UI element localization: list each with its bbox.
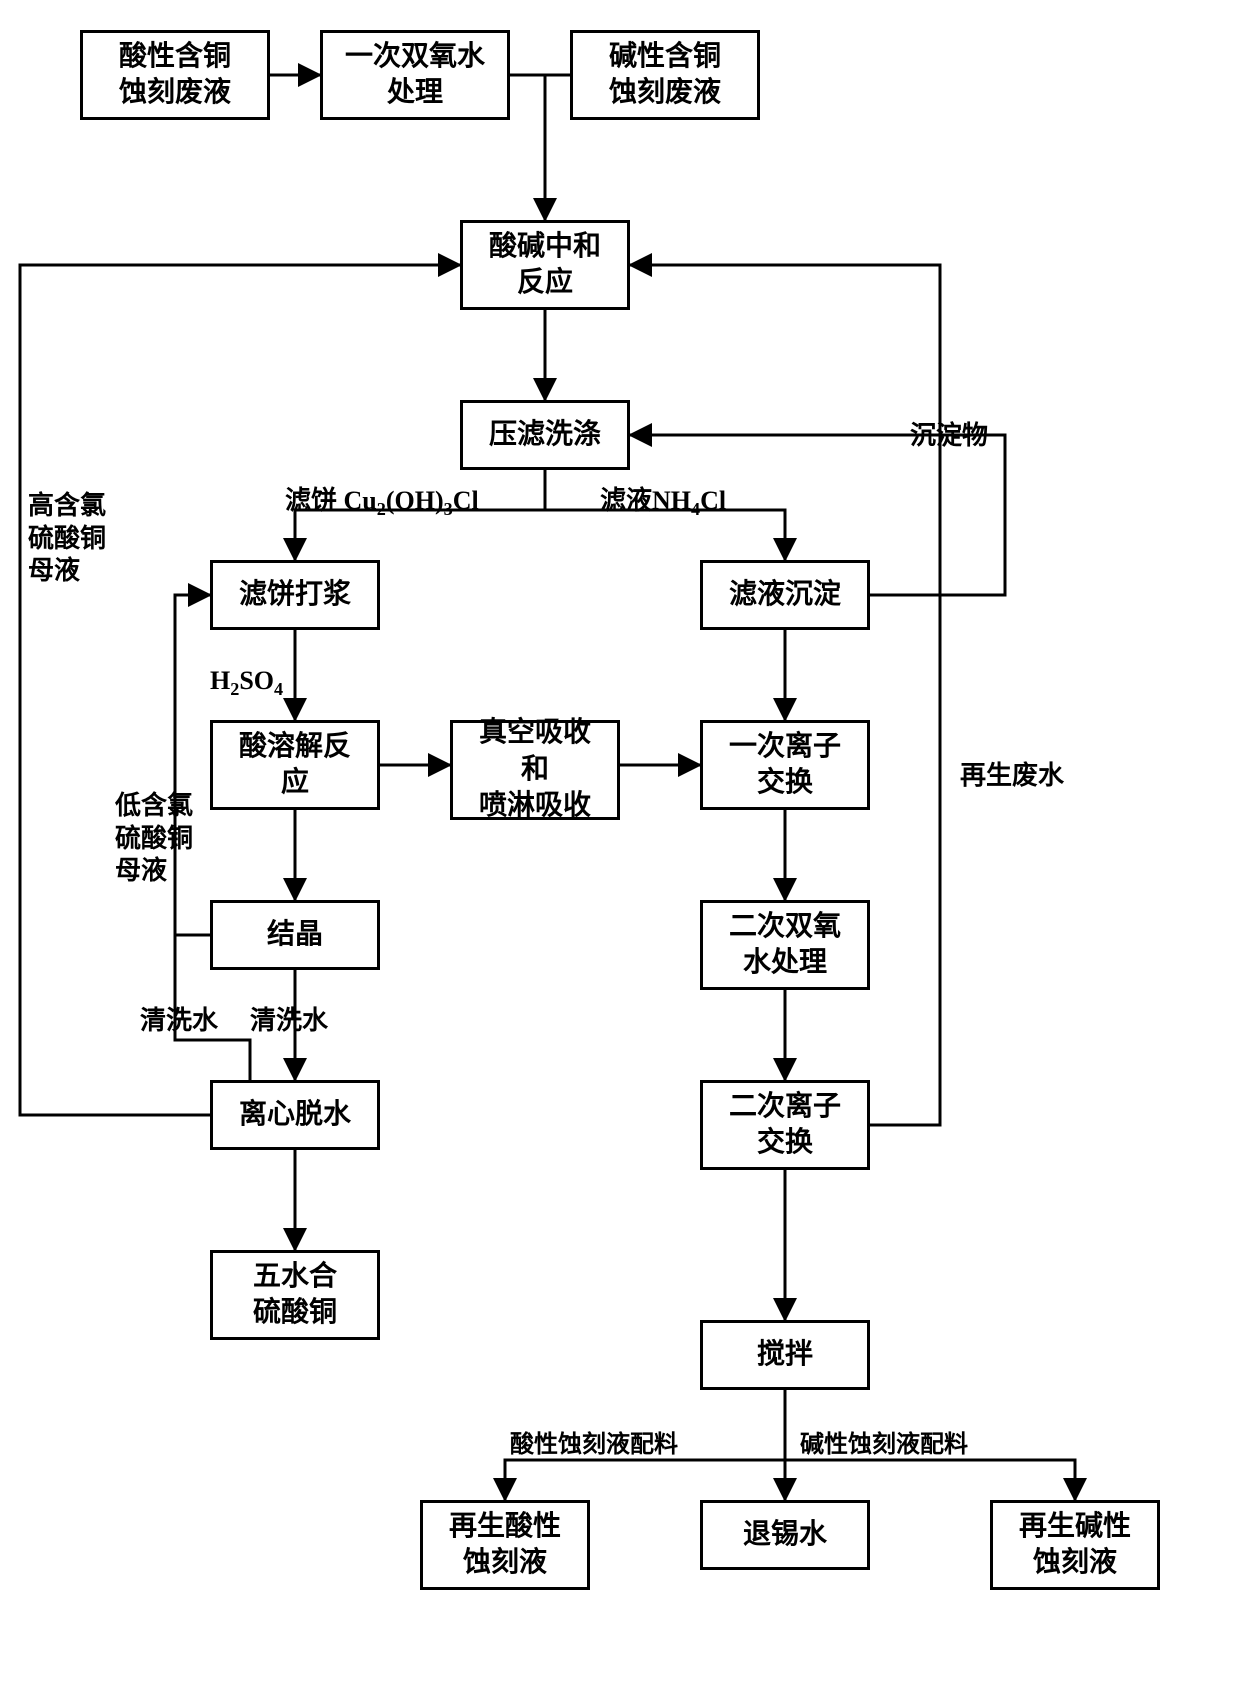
label-l_alk_pf: 碱性蚀刻液配料 <box>800 1430 968 1460</box>
node-n3: 碱性含铜 蚀刻废液 <box>570 30 760 120</box>
node-n19: 再生碱性 蚀刻液 <box>990 1500 1160 1590</box>
label-l_lvbing: 滤饼 Cu2(OH)3Cl <box>285 485 479 521</box>
node-n17: 再生酸性 蚀刻液 <box>420 1500 590 1590</box>
node-n6: 滤饼打浆 <box>210 560 380 630</box>
label-l_lvye: 滤液NH4Cl <box>600 485 726 521</box>
node-n11: 五水合 硫酸铜 <box>210 1250 380 1340</box>
node-n10: 离心脱水 <box>210 1080 380 1150</box>
node-n2: 一次双氧水 处理 <box>320 30 510 120</box>
label-l_hi_cl: 高含氯 硫酸铜 母液 <box>28 490 106 588</box>
node-n4: 酸碱中和 反应 <box>460 220 630 310</box>
label-l_lo_cl: 低含氯 硫酸铜 母液 <box>115 790 193 888</box>
node-n12: 滤液沉淀 <box>700 560 870 630</box>
node-n18: 退锡水 <box>700 1500 870 1570</box>
node-n16: 搅拌 <box>700 1320 870 1390</box>
node-n14: 二次双氧 水处理 <box>700 900 870 990</box>
node-n9: 结晶 <box>210 900 380 970</box>
label-l_acid_pf: 酸性蚀刻液配料 <box>510 1430 678 1460</box>
node-n1: 酸性含铜 蚀刻废液 <box>80 30 270 120</box>
label-l_zsfs: 再生废水 <box>960 760 1064 793</box>
label-l_qxs_right: 清洗水 <box>250 1005 328 1038</box>
label-l_qxs_left: 清洗水 <box>140 1005 218 1038</box>
edge-e24 <box>630 265 940 1125</box>
node-n8: 真空吸收 和 喷淋吸收 <box>450 720 620 820</box>
node-n15: 二次离子 交换 <box>700 1080 870 1170</box>
node-n7: 酸溶解反 应 <box>210 720 380 810</box>
label-l_h2so4: H2SO4 <box>210 665 283 701</box>
node-n5: 压滤洗涤 <box>460 400 630 470</box>
node-n13: 一次离子 交换 <box>700 720 870 810</box>
label-l_chendian: 沉淀物 <box>910 420 988 453</box>
